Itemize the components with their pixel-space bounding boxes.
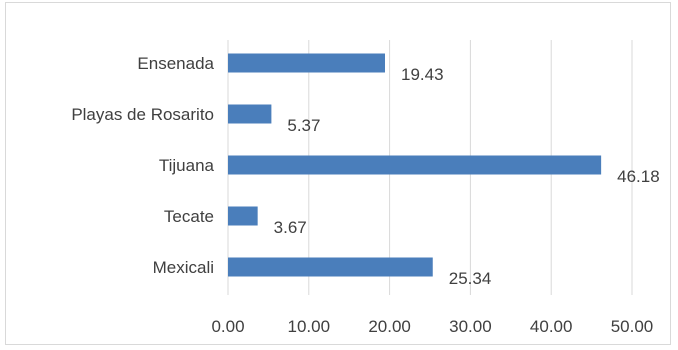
x-tick-label: 50.00 xyxy=(611,317,654,336)
bar-ensenada xyxy=(228,53,385,73)
data-label: 5.37 xyxy=(287,116,320,135)
bar-playas-de-rosarito xyxy=(228,104,272,124)
x-tick-label: 0.00 xyxy=(211,317,244,336)
data-label: 46.18 xyxy=(617,167,660,186)
bars xyxy=(228,53,602,277)
category-label: Playas de Rosarito xyxy=(71,105,214,124)
x-tick-label: 10.00 xyxy=(288,317,331,336)
labels: 0.00 10.00 20.00 30.00 40.00 50.00 Ensenada 19.… xyxy=(71,54,659,336)
category-label: Tecate xyxy=(164,207,214,226)
x-tick-label: 40.00 xyxy=(530,317,573,336)
data-label: 19.43 xyxy=(401,65,444,84)
category-label: Ensenada xyxy=(137,54,214,73)
category-label: Tijuana xyxy=(159,156,215,175)
x-tick-label: 30.00 xyxy=(449,317,492,336)
x-tick-label: 20.00 xyxy=(368,317,411,336)
bar-tecate xyxy=(228,206,258,226)
data-label: 25.34 xyxy=(449,269,492,288)
bar-mexicali xyxy=(228,257,433,277)
category-label: Mexicali xyxy=(153,258,214,277)
data-label: 3.67 xyxy=(274,218,307,237)
bar-tijuana xyxy=(228,155,602,175)
